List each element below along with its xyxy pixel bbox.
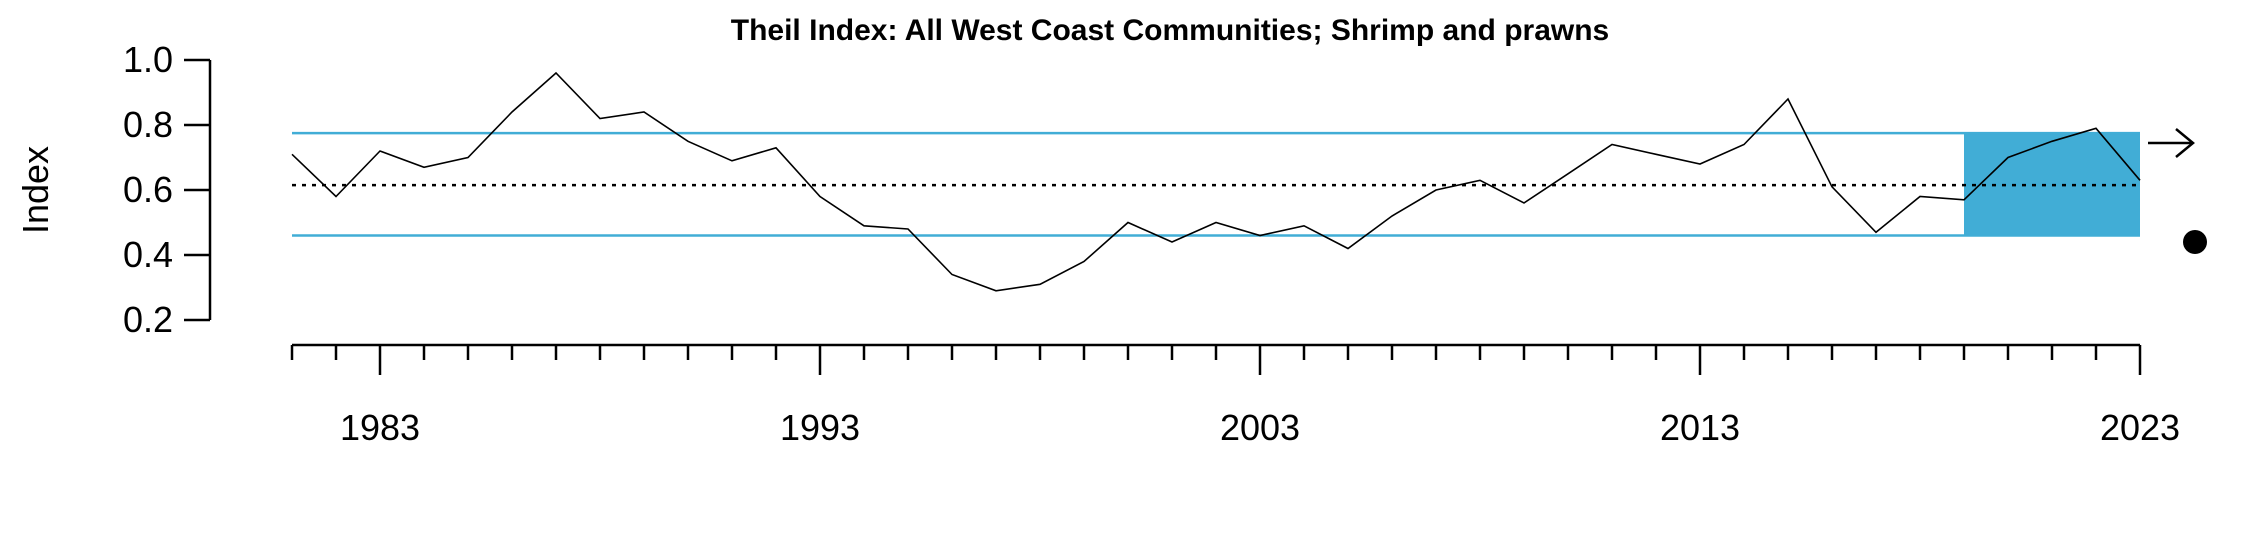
x-tick-label: 2023 bbox=[2100, 407, 2180, 448]
x-tick-label: 1993 bbox=[780, 407, 860, 448]
right-arrow-head-icon bbox=[2175, 128, 2195, 158]
y-axis-label: Index bbox=[15, 146, 56, 234]
y-tick-label: 0.4 bbox=[123, 234, 173, 275]
x-tick-label: 2003 bbox=[1220, 407, 1300, 448]
x-tick-label: 2013 bbox=[1660, 407, 1740, 448]
y-tick-label: 0.8 bbox=[123, 104, 173, 145]
y-tick-label: 0.6 bbox=[123, 169, 173, 210]
chart-title: Theil Index: All West Coast Communities;… bbox=[731, 14, 1609, 47]
filled-circle-icon bbox=[2183, 230, 2207, 254]
x-tick-label: 1983 bbox=[340, 407, 420, 448]
y-tick-label: 1.0 bbox=[123, 39, 173, 80]
series-line-0 bbox=[291, 71, 2141, 292]
plot-area: 0.2 0.4 0.6 0.8 1.0 1983 1993 2003 2013 2023 bbox=[123, 39, 2207, 448]
y-tick-label: 0.2 bbox=[123, 299, 173, 340]
